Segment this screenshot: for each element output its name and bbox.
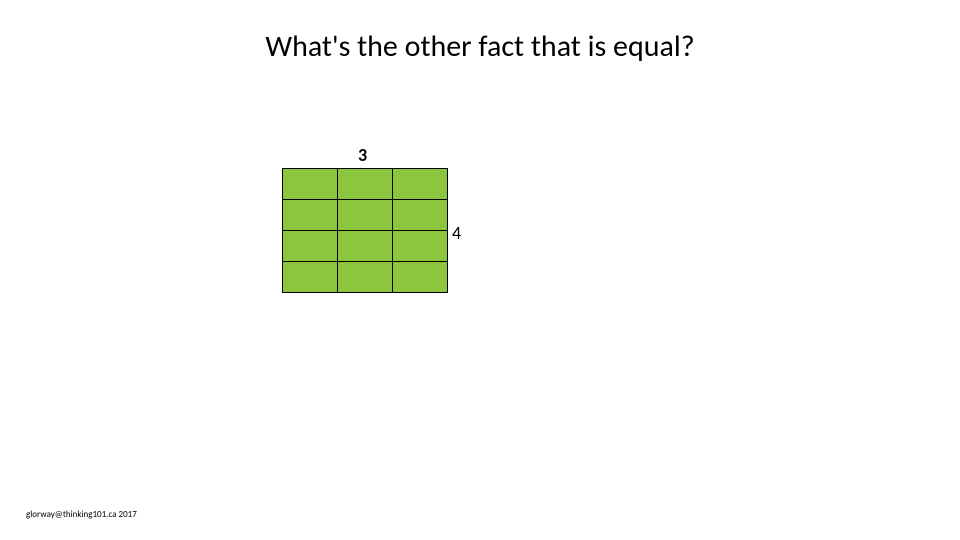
array-cell bbox=[283, 169, 338, 200]
array-cell bbox=[393, 200, 448, 231]
array-cell bbox=[393, 231, 448, 262]
array-cell bbox=[283, 231, 338, 262]
array-diagram: 3 4 bbox=[282, 168, 448, 293]
array-cell bbox=[338, 231, 393, 262]
array-cell bbox=[338, 169, 393, 200]
page-title: What's the other fact that is equal? bbox=[0, 28, 960, 65]
array-cell bbox=[338, 262, 393, 293]
array-cell bbox=[393, 262, 448, 293]
array-cell bbox=[283, 200, 338, 231]
array-cell bbox=[393, 169, 448, 200]
rows-label: 4 bbox=[452, 222, 461, 244]
array-cell bbox=[283, 262, 338, 293]
array-cell bbox=[338, 200, 393, 231]
columns-label: 3 bbox=[358, 144, 367, 166]
footer-credit: glorway@thinking101.ca 2017 bbox=[26, 509, 137, 520]
array-grid bbox=[282, 168, 448, 293]
